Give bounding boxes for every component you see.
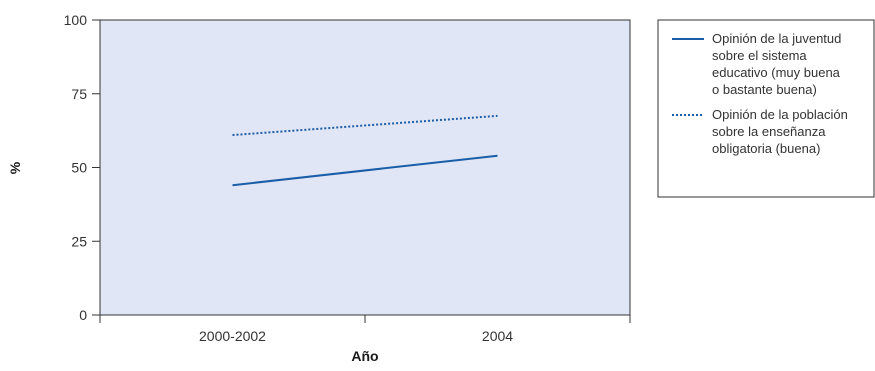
x-axis-title: Año (351, 348, 378, 364)
y-tick-label: 50 (71, 160, 87, 176)
series-line-2 (232, 114, 498, 137)
y-axis-title: % (7, 161, 23, 174)
x-tick-label: 2004 (482, 328, 513, 344)
y-axis: 0 25 50 75 100 (64, 12, 100, 323)
legend-label-2: Opinión de la población sobre la enseñanz… (712, 107, 848, 156)
legend: Opinión de la juventud sobre el sistema ed… (657, 19, 875, 198)
y-tick-label: 0 (79, 307, 87, 323)
y-tick-label: 75 (71, 86, 87, 102)
legend-label-1: Opinión de la juventud sobre el sistema ed… (712, 31, 841, 97)
series-line-1 (232, 154, 498, 187)
series-lines (232, 114, 498, 187)
x-axis: 2000-2002 2004 (99, 315, 631, 344)
y-tick-label: 100 (64, 12, 88, 28)
legend-box (657, 19, 875, 198)
plot-area (99, 19, 631, 316)
y-tick-label: 25 (71, 233, 87, 249)
x-tick-label: 2000-2002 (199, 328, 266, 344)
